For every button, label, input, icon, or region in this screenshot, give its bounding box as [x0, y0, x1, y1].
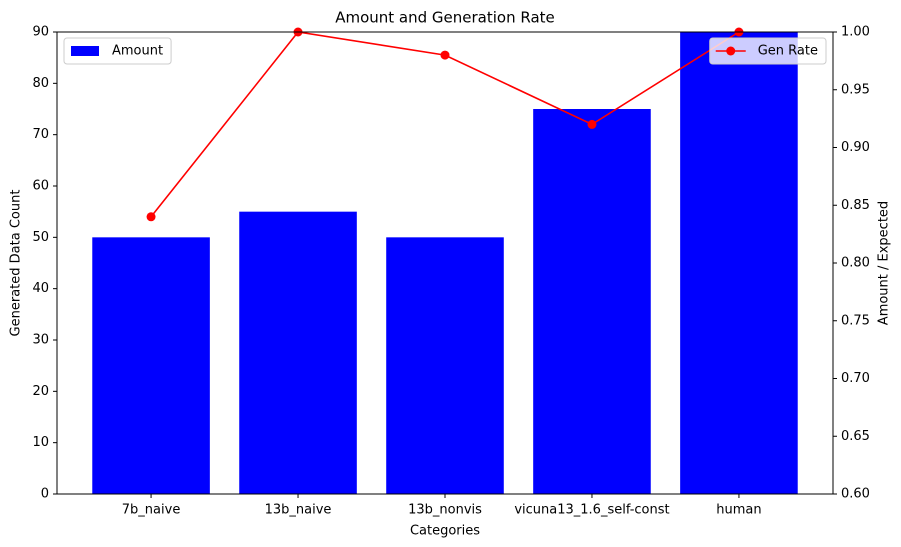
x-tick-label: human [716, 503, 761, 518]
y-tick-label: 80 [32, 76, 49, 91]
chart-title: Amount and Generation Rate [335, 9, 555, 27]
bar [680, 32, 798, 494]
y2-axis-label: Amount / Expected [877, 201, 892, 325]
y2-tick-label: 0.65 [841, 429, 870, 444]
y-tick-label: 60 [32, 179, 49, 194]
legend-box [63, 37, 172, 65]
y2-tick-label: 0.90 [841, 140, 870, 155]
legend-marker [726, 46, 736, 56]
y-tick-label: 90 [32, 25, 49, 40]
y2-tick-label: 0.95 [841, 82, 870, 97]
y-tick-label: 0 [41, 487, 49, 502]
y2-tick-label: 0.75 [841, 313, 870, 328]
y2-tick-label: 0.70 [841, 371, 870, 386]
line-point [146, 212, 156, 222]
legend-box [709, 37, 827, 65]
y-tick-label: 50 [32, 230, 49, 245]
bar [386, 237, 504, 495]
x-tick-label: 13b_naive [265, 503, 332, 518]
y-axis-label: Generated Data Count [9, 190, 24, 337]
y2-tick-label: 0.80 [841, 256, 870, 271]
plot-area [92, 27, 798, 495]
bar [92, 237, 210, 495]
bar [239, 211, 357, 494]
legend-swatch [71, 46, 99, 56]
legend: Amount [63, 37, 172, 65]
y2-tick-label: 0.85 [841, 198, 870, 213]
x-tick-label: vicuna13_1.6_self-const [514, 503, 669, 518]
line-point [587, 119, 597, 129]
legend-label: Amount [112, 44, 163, 59]
legend-label: Gen Rate [758, 44, 818, 59]
y-tick-label: 40 [32, 281, 49, 296]
y-tick-label: 70 [32, 127, 49, 142]
y-tick-label: 30 [32, 333, 49, 348]
y-tick-label: 20 [32, 384, 49, 399]
line-point [440, 50, 450, 60]
legend: Gen Rate [709, 37, 827, 65]
y2-tick-label: 0.60 [841, 487, 870, 502]
bar [533, 109, 651, 494]
x-axis-label: Categories [410, 524, 480, 539]
y2-tick-label: 1.00 [841, 25, 870, 40]
y-tick-label: 10 [32, 435, 49, 450]
x-tick-label: 13b_nonvis [408, 503, 482, 518]
x-tick-label: 7b_naive [122, 503, 181, 518]
